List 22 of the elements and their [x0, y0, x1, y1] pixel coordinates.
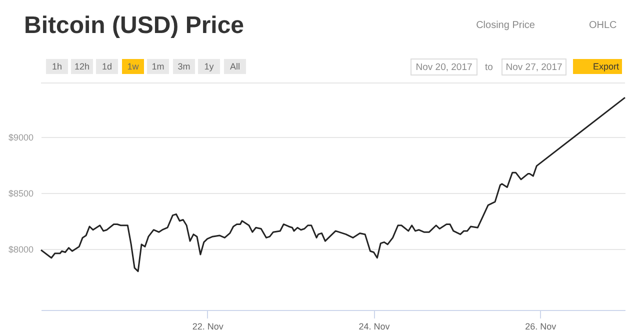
text: 12h	[74, 62, 90, 72]
text: 1y	[204, 62, 214, 72]
y-tick-label: $8500	[8, 188, 34, 198]
text: 1m	[152, 62, 164, 72]
text: 1h	[52, 62, 62, 72]
text: to	[485, 62, 493, 73]
text: OHLC	[589, 20, 617, 31]
text: 1d	[102, 62, 112, 72]
text: Export	[592, 62, 620, 72]
x-tick-label: 24. Nov	[358, 322, 390, 332]
text: 1w	[127, 62, 140, 72]
text: All	[230, 62, 240, 72]
y-tick-label: $8000	[8, 244, 34, 254]
y-tick-label: $9000	[8, 132, 34, 142]
chart-title: Bitcoin (USD) Price	[24, 12, 244, 39]
line-series	[40, 96, 626, 272]
text: Nov 27, 2017	[506, 62, 562, 73]
x-tick-label: 26. Nov	[525, 322, 557, 332]
text: Nov 20, 2017	[416, 62, 472, 73]
text: Closing Price	[476, 20, 536, 31]
x-tick-label: 22. Nov	[192, 322, 224, 332]
text: 3m	[178, 62, 190, 72]
